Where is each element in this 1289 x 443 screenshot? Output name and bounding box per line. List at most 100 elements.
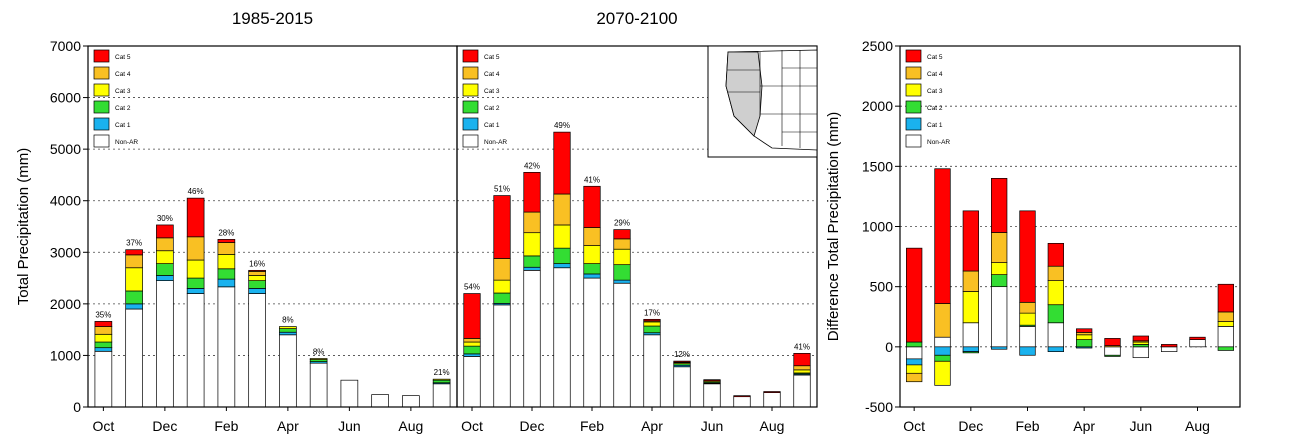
bar-segment-cat-3-nov [493,279,511,294]
legend-label: Cat 4 [115,71,131,78]
legend-label: Cat 5 [927,54,943,61]
bar-segment-cat-1-nov [125,303,143,310]
bar-segment-cat-2-jan [991,274,1008,288]
bar-segment-cat-3-may [309,358,328,360]
bar-segment-cat-1-feb [217,278,236,288]
bar-segment-cat-2-dec [523,255,541,268]
bar-segment-cat-1-dec [523,266,541,271]
bar-segment-cat-2-nov [493,292,511,304]
bar-segment-non-ar-oct [463,356,481,408]
legend-label: Cat 2 [115,105,131,112]
bar-segment-non-ar-may [1104,346,1121,356]
x-tick-label: Dec [958,418,983,434]
bar-segment-cat-3-feb [1019,312,1036,326]
legend-label: Cat 4 [927,71,943,78]
bar-segment-non-ar-jun [703,383,721,408]
bar-segment-non-ar-aug [402,395,420,408]
bar-segment-cat-4-mar [1047,265,1064,281]
bar-segment-non-ar-mar [1047,322,1064,348]
bar-segment-cat-5-mar [613,229,631,240]
legend-swatch [462,83,479,97]
bar-segment-non-ar-jul [371,394,389,408]
bar-segment-cat-2-oct [906,341,923,348]
bar-segment-cat-3-mar [613,248,631,266]
legend-swatch [93,100,110,114]
chart-title: 1985-2015 [232,9,313,28]
legend-swatch [462,66,479,80]
legend-label: Cat 3 [484,88,500,95]
x-tick-label: Jun [338,418,361,434]
y-tick-label: 3000 [50,244,81,260]
legend-swatch [93,66,110,80]
x-tick-label: Oct [461,418,483,434]
bar-segment-cat-3-jan [553,224,571,249]
bar-segment-cat-5-feb [1019,210,1036,303]
bar-segment-cat-2-oct [94,341,113,349]
bar-label: 16% [249,259,265,268]
bar-segment-cat-5-mar [1047,242,1064,267]
bar-segment-cat-5-nov [934,168,951,304]
bar-segment-cat-2-jun [1132,344,1149,348]
inset-shaded-region [725,51,763,137]
bar-segment-cat-3-dec [156,250,174,264]
x-tick-label: Feb [580,418,604,434]
bar-segment-cat-3-dec [962,291,979,324]
bar-segment-cat-4-jan [186,236,205,261]
bar-segment-cat-5-may [673,360,691,363]
bar-label: 8% [282,316,294,325]
bar-segment-cat-5-jan [186,197,205,238]
bar-segment-cat-5-nov [125,249,143,256]
bar-segment-non-ar-jul [733,396,751,408]
bar-segment-non-ar-jul [1161,346,1178,352]
chart-panel-3: Oct Dec Feb Apr Jun Aug -500 0 500 1000 1500 2000 25… [825,38,1241,434]
x-tick-label: Feb [1015,418,1039,434]
bar-segment-cat-4-nov [493,258,511,281]
bar-segment-cat-1-feb [583,273,601,279]
bar-label: 42% [524,161,540,170]
bar-segment-cat-4-mar [613,238,631,250]
bar-segment-cat-1-jan [186,288,205,294]
bar-segment-cat-5-jan [991,178,1008,233]
bar-segment-non-ar-jun [1132,346,1149,359]
bar-segment-non-ar-jan [186,293,205,408]
bar-segment-cat-3-nov [125,267,143,292]
bar-segment-cat-3-nov [934,360,951,386]
bar-segment-cat-1-oct [94,347,113,352]
legend-swatch [905,66,922,80]
bar-segment-cat-4-jan [991,232,1008,263]
x-tick-label: Oct [903,418,925,434]
bar-segment-cat-3-dec [523,232,541,257]
legend-swatch [462,100,479,114]
bar-segment-cat-5-aug [763,391,781,393]
bar-segment-non-ar-apr [279,334,297,408]
bar-segment-non-ar-sep [432,383,451,408]
bar-segment-cat-3-feb [583,245,601,264]
bar-segment-non-ar-oct [906,346,923,360]
y-tick-label: -500 [865,399,893,415]
bar-segment-cat-3-jan [991,262,1008,275]
x-tick-label: Aug [760,418,785,434]
bar-segment-cat-3-jan [186,259,205,279]
bar-segment-cat-3-sep [1217,321,1234,327]
bar-segment-cat-1-oct [463,353,481,357]
legend-label: Cat 3 [927,88,943,95]
bar-label: 28% [218,228,234,237]
bar-segment-non-ar-nov [493,304,511,408]
y-tick-label: 0 [73,399,81,415]
legend-swatch [93,134,110,148]
legend-label: Cat 5 [484,54,500,61]
y-tick-label: 2000 [50,296,81,312]
bar-segment-cat-1-nov [934,346,951,356]
legend-label: Cat 2 [927,105,943,112]
y-tick-label: 5000 [50,141,81,157]
bar-segment-non-ar-jun [340,379,359,408]
bar-segment-non-ar-nov [934,336,951,348]
bar-segment-cat-5-jun [1132,335,1149,342]
bar-label: 12% [674,350,690,359]
bar-segment-cat-4-jan [553,193,571,226]
bar-label: 37% [126,239,142,248]
y-axis-label: Difference Total Precipitation (mm) [825,112,842,342]
bar-segment-non-ar-jan [553,267,571,408]
x-tick-label: Aug [398,418,423,434]
